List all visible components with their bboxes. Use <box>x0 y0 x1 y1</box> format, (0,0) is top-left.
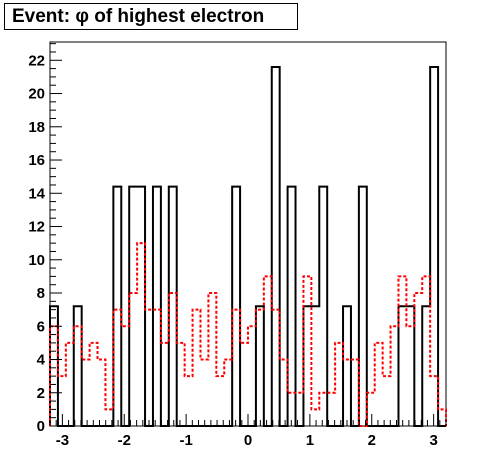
x-tick-label: -2 <box>118 432 131 449</box>
x-tick-label: 3 <box>429 432 437 449</box>
y-tick-label: 16 <box>28 152 45 169</box>
x-tick-label: -1 <box>179 432 192 449</box>
x-tick-label: 1 <box>306 432 314 449</box>
series-1-histogram-line <box>49 65 446 427</box>
series-2-histogram-line <box>49 242 447 427</box>
plot-frame <box>49 41 447 427</box>
y-tick-label: 20 <box>28 86 45 103</box>
histogram-series <box>49 65 447 427</box>
chart-title: Event: φ of highest electron <box>4 3 298 30</box>
x-tick-label: 2 <box>368 432 376 449</box>
y-tick-label: 14 <box>28 185 45 202</box>
y-tick-label: 8 <box>37 285 45 302</box>
y-tick-label: 10 <box>28 252 45 269</box>
x-tick-label: 0 <box>244 432 252 449</box>
y-tick-label: 0 <box>37 418 45 435</box>
y-tick-label: 6 <box>37 318 45 335</box>
plot-area-border <box>49 41 447 427</box>
y-tick-label: 22 <box>28 52 45 69</box>
y-tick-label: 4 <box>37 352 46 369</box>
y-tick-label: 2 <box>37 385 45 402</box>
y-tick-label: 18 <box>28 119 45 136</box>
y-tick-label: 12 <box>28 219 45 236</box>
x-tick-label: -3 <box>56 432 69 449</box>
